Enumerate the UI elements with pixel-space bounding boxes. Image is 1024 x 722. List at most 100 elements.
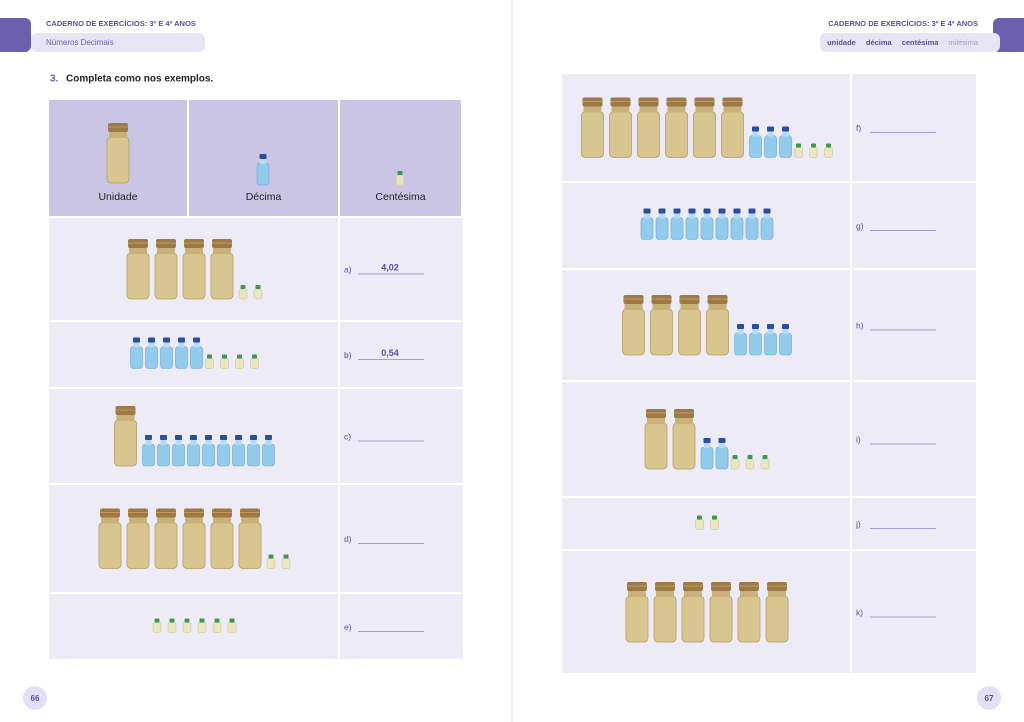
exercise-number: 3. (50, 74, 59, 85)
tenth-bottle-cap (205, 435, 212, 440)
header-tab (0, 18, 10, 52)
tenth-bottle-cap (733, 208, 741, 214)
hundredth-bottle (152, 622, 162, 633)
hundredth-bottle-cap (397, 171, 403, 175)
answer-cell (340, 389, 463, 483)
page-number-badge (23, 686, 47, 710)
hundredth-bottle (395, 174, 405, 186)
tenth-bottle (745, 217, 759, 240)
hundredth-bottle-cap (747, 455, 753, 459)
unit-bottle-neck (680, 303, 699, 310)
tenth-bottle (734, 332, 747, 356)
unit-bottle-neck (611, 105, 630, 113)
hundredth-bottle-cap (796, 143, 801, 148)
tenth-bottle-neck (674, 213, 680, 219)
hundredth-bottle (238, 288, 248, 300)
header-tag: unidade (827, 38, 856, 47)
tenth-bottle-neck (704, 443, 710, 448)
hundredth-bottle (760, 458, 770, 470)
unit-bottle (721, 111, 744, 158)
unit-bottle (609, 111, 632, 158)
unit-bottle-neck (241, 516, 259, 524)
hundredth-bottle-cap (237, 354, 242, 359)
column-header: Centésima (375, 191, 425, 203)
hundredth-bottle (205, 358, 214, 369)
tenth-bottle-neck (734, 213, 740, 219)
hundredth-bottle-cap (222, 354, 227, 359)
row-label: g) (856, 221, 864, 231)
exercise-instruction: Completa como nos exemplos. (66, 74, 213, 85)
picture-cell (49, 594, 338, 659)
hundredth-bottle (281, 558, 291, 569)
picture-cell (562, 270, 850, 380)
tenth-bottle (730, 217, 744, 240)
unit-bottle (681, 595, 705, 643)
tenth-bottle (764, 332, 777, 356)
picture-cell (562, 498, 850, 549)
tenth-bottle-neck (175, 440, 182, 445)
hundredth-bottle-cap (712, 515, 717, 520)
hundredth-bottle (824, 147, 833, 158)
tenth-bottle-cap (148, 337, 155, 343)
unit-bottle-neck (213, 247, 231, 254)
row-label: e) (344, 622, 352, 632)
tenth-bottle-cap (133, 337, 140, 343)
header-tag: centésima (902, 38, 940, 47)
unit-bottle-neck (667, 105, 686, 113)
tenth-bottle (172, 443, 185, 467)
tenth-bottle-neck (767, 131, 774, 137)
hundredth-bottle (220, 358, 229, 369)
tenth-bottle-cap (658, 208, 666, 214)
tenth-bottle-neck (265, 440, 272, 445)
tenth-bottle-neck (250, 440, 257, 445)
unit-bottle-neck (656, 590, 674, 597)
page-number-badge (977, 686, 1001, 710)
tenth-bottle-cap (160, 435, 167, 440)
unit-bottle (637, 111, 660, 158)
unit-bottle-neck (639, 105, 658, 113)
tenth-bottle-cap (767, 126, 774, 132)
tenth-bottle-cap (145, 435, 152, 440)
hundredth-bottle-cap (207, 354, 212, 359)
unit-bottle-neck (185, 247, 203, 254)
unit-bottle (765, 595, 789, 643)
header-subtitle: Números Decimais (46, 38, 114, 47)
tenth-bottle-neck (220, 440, 227, 445)
unit-bottle-neck (628, 590, 646, 597)
tenth-bottle-neck (752, 131, 759, 137)
unit-bottle (625, 595, 649, 643)
hundredth-bottle-cap (762, 455, 768, 459)
unit-bottle-neck (695, 105, 714, 113)
tenth-bottle (145, 346, 158, 369)
row-label: a) (344, 264, 352, 274)
tenth-bottle (232, 443, 245, 467)
unit-bottle-neck (624, 303, 643, 310)
unit-bottle-neck (157, 247, 175, 254)
tenth-bottle-cap (178, 337, 185, 343)
tenth-bottle-cap (193, 337, 200, 343)
tenth-bottle (217, 443, 230, 467)
hundredth-bottle-cap (252, 354, 257, 359)
tenth-bottle-cap (190, 435, 197, 440)
unit-bottle (114, 419, 137, 467)
tenth-bottle-neck (163, 342, 170, 348)
header-tag: milésima (948, 38, 978, 47)
tenth-bottle-cap (163, 337, 170, 343)
hundredth-bottle (212, 622, 222, 633)
tenth-bottle-cap (703, 208, 711, 214)
answer-cell (852, 551, 976, 673)
tenth-bottle-neck (205, 440, 212, 445)
tenth-bottle-neck (190, 440, 197, 445)
answer-cell (340, 322, 463, 387)
tenth-bottle (247, 443, 260, 467)
tenth-bottle-neck (145, 440, 152, 445)
hundredth-bottle-cap (283, 554, 289, 559)
tenth-bottle (175, 346, 188, 369)
tenth-bottle (670, 217, 684, 240)
unit-bottle-neck (116, 414, 135, 421)
answer-cell (852, 498, 976, 549)
column-header: Unidade (98, 191, 137, 203)
hundredth-bottle (695, 519, 704, 530)
tenth-bottle (764, 135, 777, 158)
